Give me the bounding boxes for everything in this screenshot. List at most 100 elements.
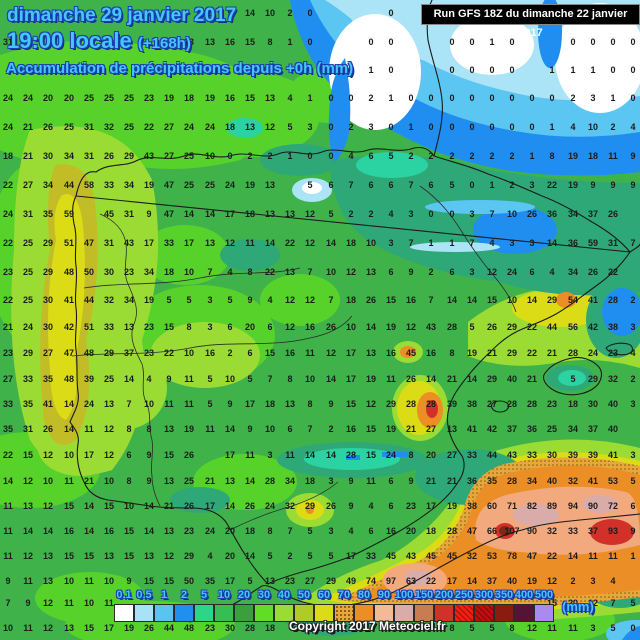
legend-tick-label: 150 xyxy=(414,589,434,601)
grid-value: 18 xyxy=(345,238,357,248)
grid-value: 2 xyxy=(630,374,636,384)
grid-value: 19 xyxy=(385,322,397,332)
grid-value: 47 xyxy=(526,551,538,561)
grid-value: 7 xyxy=(267,374,273,384)
legend-tick-label: 30 xyxy=(257,589,271,601)
grid-value: 48 xyxy=(63,374,75,384)
grid-value: 1 xyxy=(590,65,596,75)
grid-value: 4 xyxy=(287,93,293,103)
grid-value: 25 xyxy=(183,180,195,190)
grid-value: 33 xyxy=(2,399,14,409)
grid-value: 13 xyxy=(163,424,175,434)
grid-value: 14 xyxy=(63,424,75,434)
grid-value: 30 xyxy=(42,151,54,161)
grid-value: 16 xyxy=(224,93,236,103)
grid-value: 35 xyxy=(486,476,498,486)
grid-value: 18 xyxy=(244,526,256,536)
grid-value: 74 xyxy=(365,576,377,586)
grid-value: 15 xyxy=(486,295,498,305)
grid-value: 5 xyxy=(570,374,576,384)
grid-value: 37 xyxy=(587,526,599,536)
grid-value: 25 xyxy=(183,476,195,486)
grid-value: 42 xyxy=(486,424,498,434)
grid-value: 29 xyxy=(546,295,558,305)
grid-value: 23 xyxy=(143,93,155,103)
grid-value: 14 xyxy=(2,476,14,486)
grid-value: 22 xyxy=(526,322,538,332)
grid-value: 0 xyxy=(590,37,596,47)
grid-value: 89 xyxy=(546,501,558,511)
grid-value: 7 xyxy=(307,424,313,434)
legend-tick-label: 80 xyxy=(357,589,371,601)
grid-value: 41 xyxy=(587,295,599,305)
grid-value: 12 xyxy=(405,322,417,332)
grid-value: 4 xyxy=(348,526,354,536)
grid-value: 13 xyxy=(163,526,175,536)
grid-value: 0 xyxy=(509,93,515,103)
grid-value: 6 xyxy=(388,476,394,486)
grid-value: 41 xyxy=(587,476,599,486)
grid-value: 9 xyxy=(166,374,172,384)
grid-value: 15 xyxy=(163,450,175,460)
grid-value: 10 xyxy=(506,295,518,305)
grid-value: 20 xyxy=(63,93,75,103)
grid-value: 27 xyxy=(163,122,175,132)
grid-value: 23 xyxy=(204,623,216,633)
grid-value: 0 xyxy=(469,180,475,190)
grid-value: 27 xyxy=(486,399,498,409)
grid-value: 19 xyxy=(567,151,579,161)
grid-value: 13 xyxy=(103,399,115,409)
grid-value: 40 xyxy=(607,399,619,409)
grid-value: 13 xyxy=(284,267,296,277)
grid-value: 12 xyxy=(264,122,276,132)
grid-value: 10 xyxy=(204,151,216,161)
legend-swatch xyxy=(294,604,314,622)
grid-value: 47 xyxy=(466,526,478,536)
grid-value: 6 xyxy=(388,267,394,277)
grid-value: 7 xyxy=(348,180,354,190)
grid-value: 24 xyxy=(385,450,397,460)
grid-value: 14 xyxy=(466,576,478,586)
grid-value: 40 xyxy=(546,476,558,486)
grid-value: 26 xyxy=(42,424,54,434)
grid-value: 10 xyxy=(42,476,54,486)
grid-value: 0 xyxy=(328,122,334,132)
grid-value: 42 xyxy=(587,322,599,332)
grid-value: 54 xyxy=(567,295,579,305)
grid-value: 97 xyxy=(385,576,397,586)
legend-swatch xyxy=(214,604,234,622)
grid-value: 0 xyxy=(469,122,475,132)
grid-value: 11 xyxy=(386,374,396,384)
grid-value: 14 xyxy=(83,501,95,511)
grid-value: 17 xyxy=(183,238,195,248)
grid-value: 29 xyxy=(123,151,135,161)
grid-value: 11 xyxy=(64,598,74,608)
grid-value: 1 xyxy=(489,180,495,190)
grid-value: 2 xyxy=(570,576,576,586)
grid-value: 0 xyxy=(449,65,455,75)
legend-swatch xyxy=(354,604,374,622)
grid-value: 4 xyxy=(610,576,616,586)
grid-value: 26 xyxy=(42,122,54,132)
grid-value: 35 xyxy=(204,576,216,586)
grid-value: 27 xyxy=(304,576,316,586)
grid-value: 9 xyxy=(227,8,233,18)
grid-value: 8 xyxy=(449,348,455,358)
grid-value: 10 xyxy=(183,267,195,277)
grid-value: 66 xyxy=(486,526,498,536)
grid-value: 2 xyxy=(509,151,515,161)
grid-value: 0 xyxy=(570,37,576,47)
grid-value: 29 xyxy=(304,501,316,511)
grid-value: 1 xyxy=(630,551,636,561)
grid-value: 43 xyxy=(123,238,135,248)
grid-value: 0 xyxy=(610,37,616,47)
grid-value: 10 xyxy=(83,598,95,608)
grid-value: 14 xyxy=(143,501,155,511)
grid-value: 14 xyxy=(526,295,538,305)
grid-value: 3 xyxy=(630,450,636,460)
grid-value: 8 xyxy=(509,623,515,633)
grid-value: 16 xyxy=(304,322,316,332)
grid-value: 5 xyxy=(227,295,233,305)
grid-value: 11 xyxy=(184,399,194,409)
